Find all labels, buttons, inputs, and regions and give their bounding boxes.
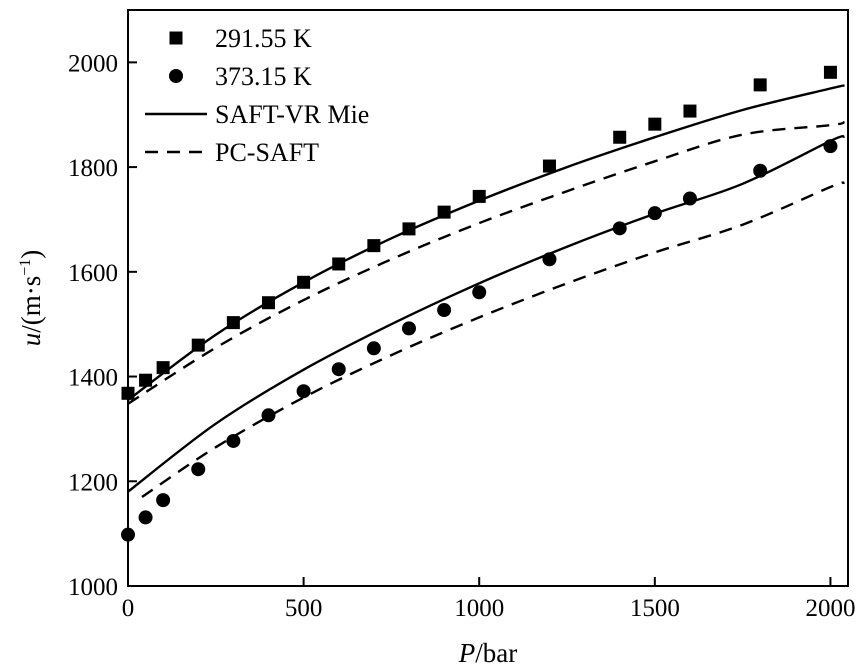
pc-saft-curve: [127, 120, 845, 405]
291-55-k-marker: [139, 373, 153, 387]
291-55-k-marker: [297, 275, 311, 289]
legend-label: 291.55 K: [215, 24, 312, 53]
x-tick-label: 0: [122, 595, 135, 622]
saft-vr-mie-curve: [127, 84, 845, 402]
373-15-k-marker: [542, 252, 557, 267]
y-tick-label: 1800: [68, 155, 118, 182]
373-15-k-marker: [138, 510, 153, 525]
291-55-k-marker: [367, 239, 381, 253]
373-15-k-marker: [191, 462, 206, 477]
y-tick-label: 1400: [68, 365, 118, 392]
373-15-k-marker: [296, 384, 311, 399]
y-axis-title: u/(m·s−1): [16, 250, 46, 347]
x-tick-label: 500: [285, 595, 323, 622]
373-15-k-marker: [682, 191, 697, 206]
291-55-k-marker: [683, 104, 697, 118]
291-55-k-marker: [823, 65, 837, 79]
291-55-k-marker: [226, 316, 240, 330]
291-55-k-marker: [753, 78, 767, 92]
legend: 291.55 K 373.15 K SAFT-VR Mie PC-SAFT: [145, 24, 369, 167]
373-15-k-marker: [437, 303, 452, 318]
x-axis-variable: P: [458, 638, 476, 668]
373-15-k-marker: [156, 493, 171, 508]
axis-ticks: 0 500 1000 1500 2000 1000 1200 1400 1600 1800 2000: [68, 50, 855, 622]
y-tick-label: 1000: [68, 574, 118, 601]
291-55-k-marker: [542, 159, 556, 173]
pc-saft-373-15-k-curve: [141, 181, 846, 498]
y-tick-label: 1200: [68, 469, 118, 496]
291-55-k-marker: [648, 117, 662, 131]
model-curves: [127, 84, 846, 498]
373-15-k-marker: [261, 408, 276, 423]
291-55-k-marker: [613, 130, 627, 144]
291-55-k-marker: [261, 296, 275, 310]
legend-291-55-k-marker: [169, 31, 183, 45]
373-15-k-marker: [366, 341, 381, 356]
x-axis-unit: /bar: [475, 638, 517, 668]
plot-frame: [127, 9, 849, 587]
373-15-k-marker: [647, 206, 662, 221]
y-axis-variable: u: [16, 333, 46, 347]
373-15-k-marker: [331, 362, 346, 377]
291-55-k-marker: [402, 222, 416, 236]
legend-label: SAFT-VR Mie: [215, 100, 369, 129]
x-axis-title: P/bar: [458, 638, 517, 668]
y-axis-unit: /(m·s: [16, 276, 46, 333]
291-55-k-marker: [156, 361, 170, 375]
y-tick-label: 2000: [68, 50, 118, 77]
291-55-k-marker: [437, 205, 451, 219]
291-55-k-marker: [332, 257, 346, 271]
373-15-k-marker: [121, 527, 135, 542]
x-tick-label: 2000: [805, 595, 855, 622]
291-55-k-marker: [472, 189, 486, 203]
legend-label: PC-SAFT: [215, 138, 319, 167]
373-15-k-marker: [612, 221, 627, 236]
373-15-k-marker: [753, 163, 768, 178]
373-15-k-marker: [472, 285, 487, 300]
291-55-k-marker: [191, 338, 205, 352]
saft-vr-mie-373-15-k-curve: [127, 134, 846, 493]
data-markers: [121, 65, 838, 542]
y-axis-unit-exponent: −1: [17, 259, 34, 276]
x-tick-label: 1500: [630, 595, 680, 622]
373-15-k-marker: [823, 139, 838, 154]
x-tick-label: 1000: [454, 595, 504, 622]
291-55-k-marker: [121, 386, 135, 400]
y-axis-unit-close: ): [16, 250, 46, 259]
y-tick-label: 1600: [68, 260, 118, 287]
373-15-k-marker: [401, 321, 416, 336]
legend-label: 373.15 K: [215, 62, 312, 91]
legend-373-15-k-marker: [169, 69, 183, 83]
373-15-k-marker: [226, 433, 241, 448]
